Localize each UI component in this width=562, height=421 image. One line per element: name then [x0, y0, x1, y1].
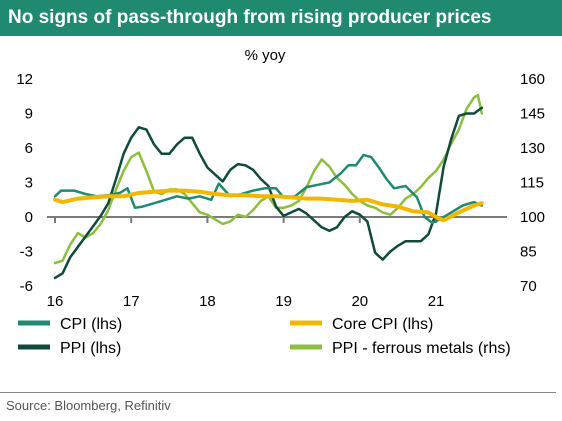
y-right-tick-label: 160: [520, 71, 545, 88]
series-line-ppi: [53, 106, 484, 280]
legend-label-cpi: CPI (lhs): [60, 316, 122, 333]
y-left-tick-label: 3: [25, 175, 33, 192]
x-tick-label: 19: [275, 293, 292, 310]
y-right-tick-label: 85: [520, 244, 537, 261]
chart-title: No signs of pass-through from rising pro…: [0, 0, 562, 36]
y-right-tick-label: 100: [520, 209, 545, 226]
y-left-tick-label: -6: [20, 278, 33, 295]
x-tick-label: 21: [428, 293, 445, 310]
y-right-tick-label: 115: [520, 175, 544, 192]
legend-label-core-cpi: Core CPI (lhs): [332, 316, 433, 333]
y-axis-unit-label: % yoy: [245, 47, 286, 64]
x-tick-label: 16: [47, 293, 64, 310]
y-left-tick-label: -3: [20, 244, 33, 261]
line-chart: % yoy 16 17 18 19 20 21 12 9 6 3 0 -3 -6 160 145 130 115…: [16, 47, 545, 357]
series-layer: [53, 93, 484, 280]
y-left-tick-label: 12: [16, 71, 33, 88]
series-line-cpi: [53, 153, 484, 225]
y-left-tick-label: 9: [25, 106, 33, 123]
axes: 16 17 18 19 20 21 12 9 6 3 0 -3 -6 160 145 130 115 100 85 7…: [16, 71, 545, 310]
series-line-core-cpi: [53, 188, 484, 223]
legend-label-ppi-ferrous: PPI - ferrous metals (rhs): [332, 340, 511, 357]
series-line-ppi-ferrous: [53, 93, 484, 265]
y-right-tick-label: 70: [520, 278, 537, 295]
source-divider: [0, 392, 556, 393]
x-tick-label: 20: [351, 293, 368, 310]
y-left-tick-label: 0: [25, 209, 33, 226]
x-tick-label: 17: [123, 293, 140, 310]
x-tick-label: 18: [199, 293, 216, 310]
y-left-tick-label: 6: [25, 140, 33, 157]
source-note: Source: Bloomberg, Refinitiv: [6, 398, 171, 413]
legend: CPI (lhs) Core CPI (lhs) PPI (lhs) PPI - fe…: [18, 316, 511, 357]
legend-label-ppi: PPI (lhs): [60, 340, 121, 357]
y-right-tick-label: 145: [520, 106, 545, 123]
y-right-tick-label: 130: [520, 140, 545, 157]
